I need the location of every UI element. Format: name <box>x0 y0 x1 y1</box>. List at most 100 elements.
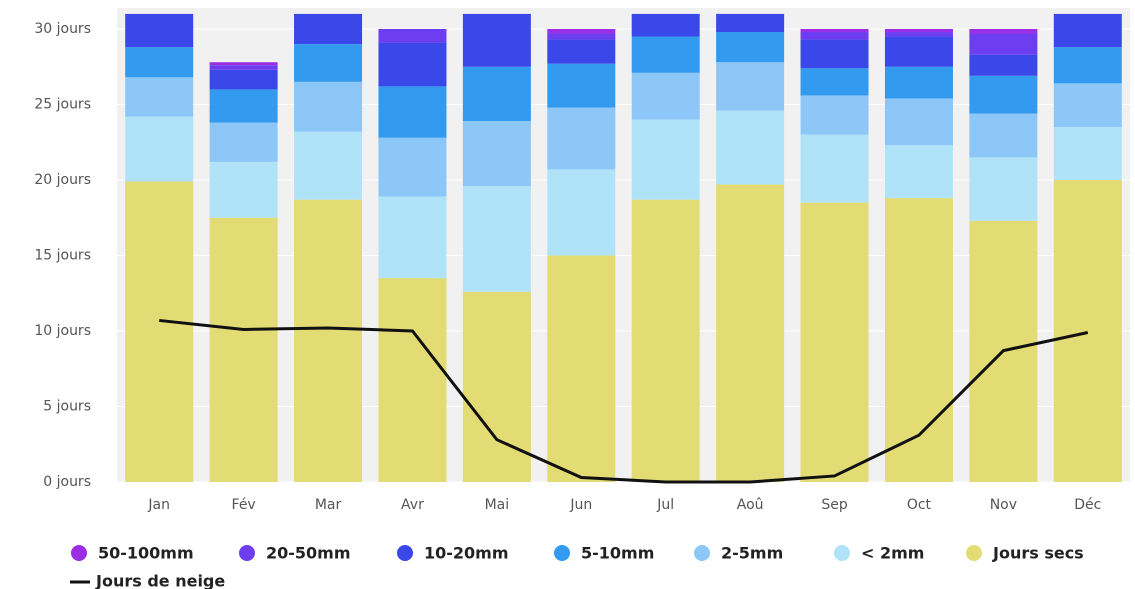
bar-segment <box>1053 13 1122 48</box>
line-series <box>159 318 1089 484</box>
x-tick-label: Mar <box>315 497 342 513</box>
bar-segment <box>547 255 616 482</box>
bar-segment <box>209 161 278 218</box>
grid <box>117 28 1130 483</box>
legend-marker <box>966 545 982 561</box>
x-tick-label: Nov <box>990 497 1017 513</box>
bar-segment <box>884 98 953 146</box>
bar-segment <box>884 29 953 33</box>
bar-segment <box>547 33 616 40</box>
bar-segment <box>884 36 953 67</box>
y-tick-label: 10 jours <box>34 323 91 339</box>
y-tick-label: 15 jours <box>34 248 91 264</box>
bar-segment <box>209 89 278 123</box>
legend-label: 50-100mm <box>98 544 194 563</box>
bar-segment <box>631 13 700 37</box>
bar-segment <box>378 86 447 138</box>
bar-segment <box>209 69 278 90</box>
legend-label: Jours de neige <box>95 572 225 589</box>
bar-segment <box>462 13 531 67</box>
bar-segment <box>462 66 531 122</box>
y-tick-label: 0 jours <box>43 474 91 490</box>
bar-segment <box>294 81 363 132</box>
bar-segment <box>969 113 1038 158</box>
bar-segment <box>800 134 869 203</box>
bar-segment <box>125 77 194 117</box>
bar-segment <box>969 54 1038 76</box>
bar-segment <box>125 116 194 182</box>
bar-segment <box>294 131 363 200</box>
overlay: 0 jours 5 jours 10 jours 15 jours 20 jours 25… <box>34 21 1101 589</box>
bar-segment <box>294 44 363 82</box>
bar-segment <box>378 278 447 482</box>
x-tick-label: Sep <box>821 497 848 513</box>
bar-segment <box>209 122 278 162</box>
x-tick-label: Aoû <box>737 497 764 513</box>
y-tick-label: 30 jours <box>34 21 91 37</box>
bar-segment <box>547 63 616 108</box>
bar-segment <box>884 32 953 37</box>
x-tick-label: Oct <box>907 497 932 513</box>
bar-segment <box>294 199 363 482</box>
bar-segment <box>631 72 700 120</box>
bar-segment <box>378 29 447 43</box>
bar-segment <box>462 186 531 292</box>
bar-segment <box>631 119 700 200</box>
bar-segment <box>547 29 616 34</box>
legend-label: 10-20mm <box>424 544 509 563</box>
bar-segment <box>209 62 278 66</box>
bar-segment <box>969 29 1038 34</box>
bar-segment <box>716 110 785 185</box>
legend-label: Jours secs <box>992 544 1084 563</box>
y-tick-label: 20 jours <box>34 172 91 188</box>
bar-segment <box>800 29 869 33</box>
legend-marker <box>71 545 87 561</box>
bars <box>125 13 1122 482</box>
x-tick-label: Fév <box>232 497 256 513</box>
bar-segment <box>800 202 869 482</box>
bar-segment <box>884 145 953 199</box>
bar-segment <box>1053 127 1122 180</box>
bar-segment <box>1053 180 1122 482</box>
legend-label: 5-10mm <box>581 544 654 563</box>
bar-segment <box>716 32 785 63</box>
bar-segment <box>125 181 194 482</box>
bar-segment <box>1053 83 1122 128</box>
bar-segment <box>716 184 785 482</box>
bar-segment <box>378 196 447 279</box>
y-tick-label: 25 jours <box>34 97 91 113</box>
bar-segment <box>884 66 953 99</box>
bar-segment <box>800 39 869 69</box>
bar-segment <box>716 62 785 111</box>
bar-segment <box>294 13 363 45</box>
legend-marker <box>554 545 570 561</box>
bar-segment <box>631 36 700 73</box>
legend-label: 20-50mm <box>266 544 351 563</box>
legend-label: < 2mm <box>861 544 924 563</box>
bar-segment <box>547 39 616 64</box>
bar-segment <box>1053 47 1122 84</box>
legend-marker <box>239 545 255 561</box>
bar-segment <box>800 68 869 96</box>
plot-background <box>117 8 1130 482</box>
bar-segment <box>378 137 447 197</box>
bar-segment <box>547 107 616 170</box>
bar-segment <box>462 291 531 482</box>
bar-segment <box>969 75 1038 114</box>
bar-segment <box>125 47 194 78</box>
bar-segment <box>547 169 616 256</box>
bar-segment <box>800 32 869 40</box>
bar-segment <box>969 157 1038 221</box>
bar-segment <box>716 13 785 33</box>
legend-marker <box>834 545 850 561</box>
bar-segment <box>969 33 1038 55</box>
x-tick-label: Jul <box>656 497 674 513</box>
bar-segment <box>209 217 278 482</box>
y-tick-label: 5 jours <box>43 399 91 415</box>
bar-segment <box>462 121 531 187</box>
legend-label: 2-5mm <box>721 544 783 563</box>
bar-segment <box>631 199 700 482</box>
x-tick-label: Jun <box>569 497 592 513</box>
bar-segment <box>800 95 869 135</box>
